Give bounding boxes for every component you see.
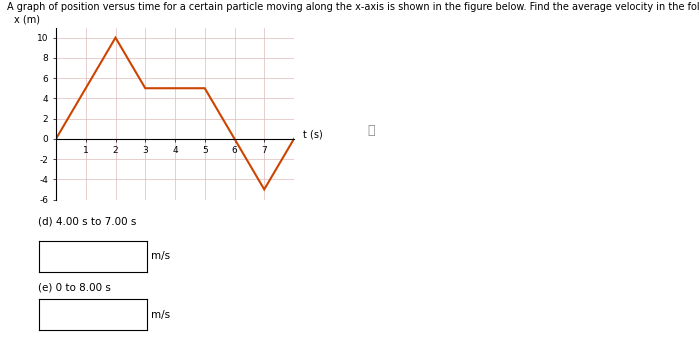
X-axis label: t (s): t (s) — [303, 129, 323, 139]
Text: (e) 0 to 8.00 s: (e) 0 to 8.00 s — [38, 282, 111, 292]
Text: m/s: m/s — [150, 310, 169, 320]
Text: A graph of position versus time for a certain particle moving along the x-axis i: A graph of position versus time for a ce… — [7, 2, 700, 12]
Text: m/s: m/s — [150, 251, 169, 261]
Y-axis label: x (m): x (m) — [15, 14, 41, 24]
Text: ⓘ: ⓘ — [368, 124, 374, 137]
Text: (d) 4.00 s to 7.00 s: (d) 4.00 s to 7.00 s — [38, 217, 137, 227]
